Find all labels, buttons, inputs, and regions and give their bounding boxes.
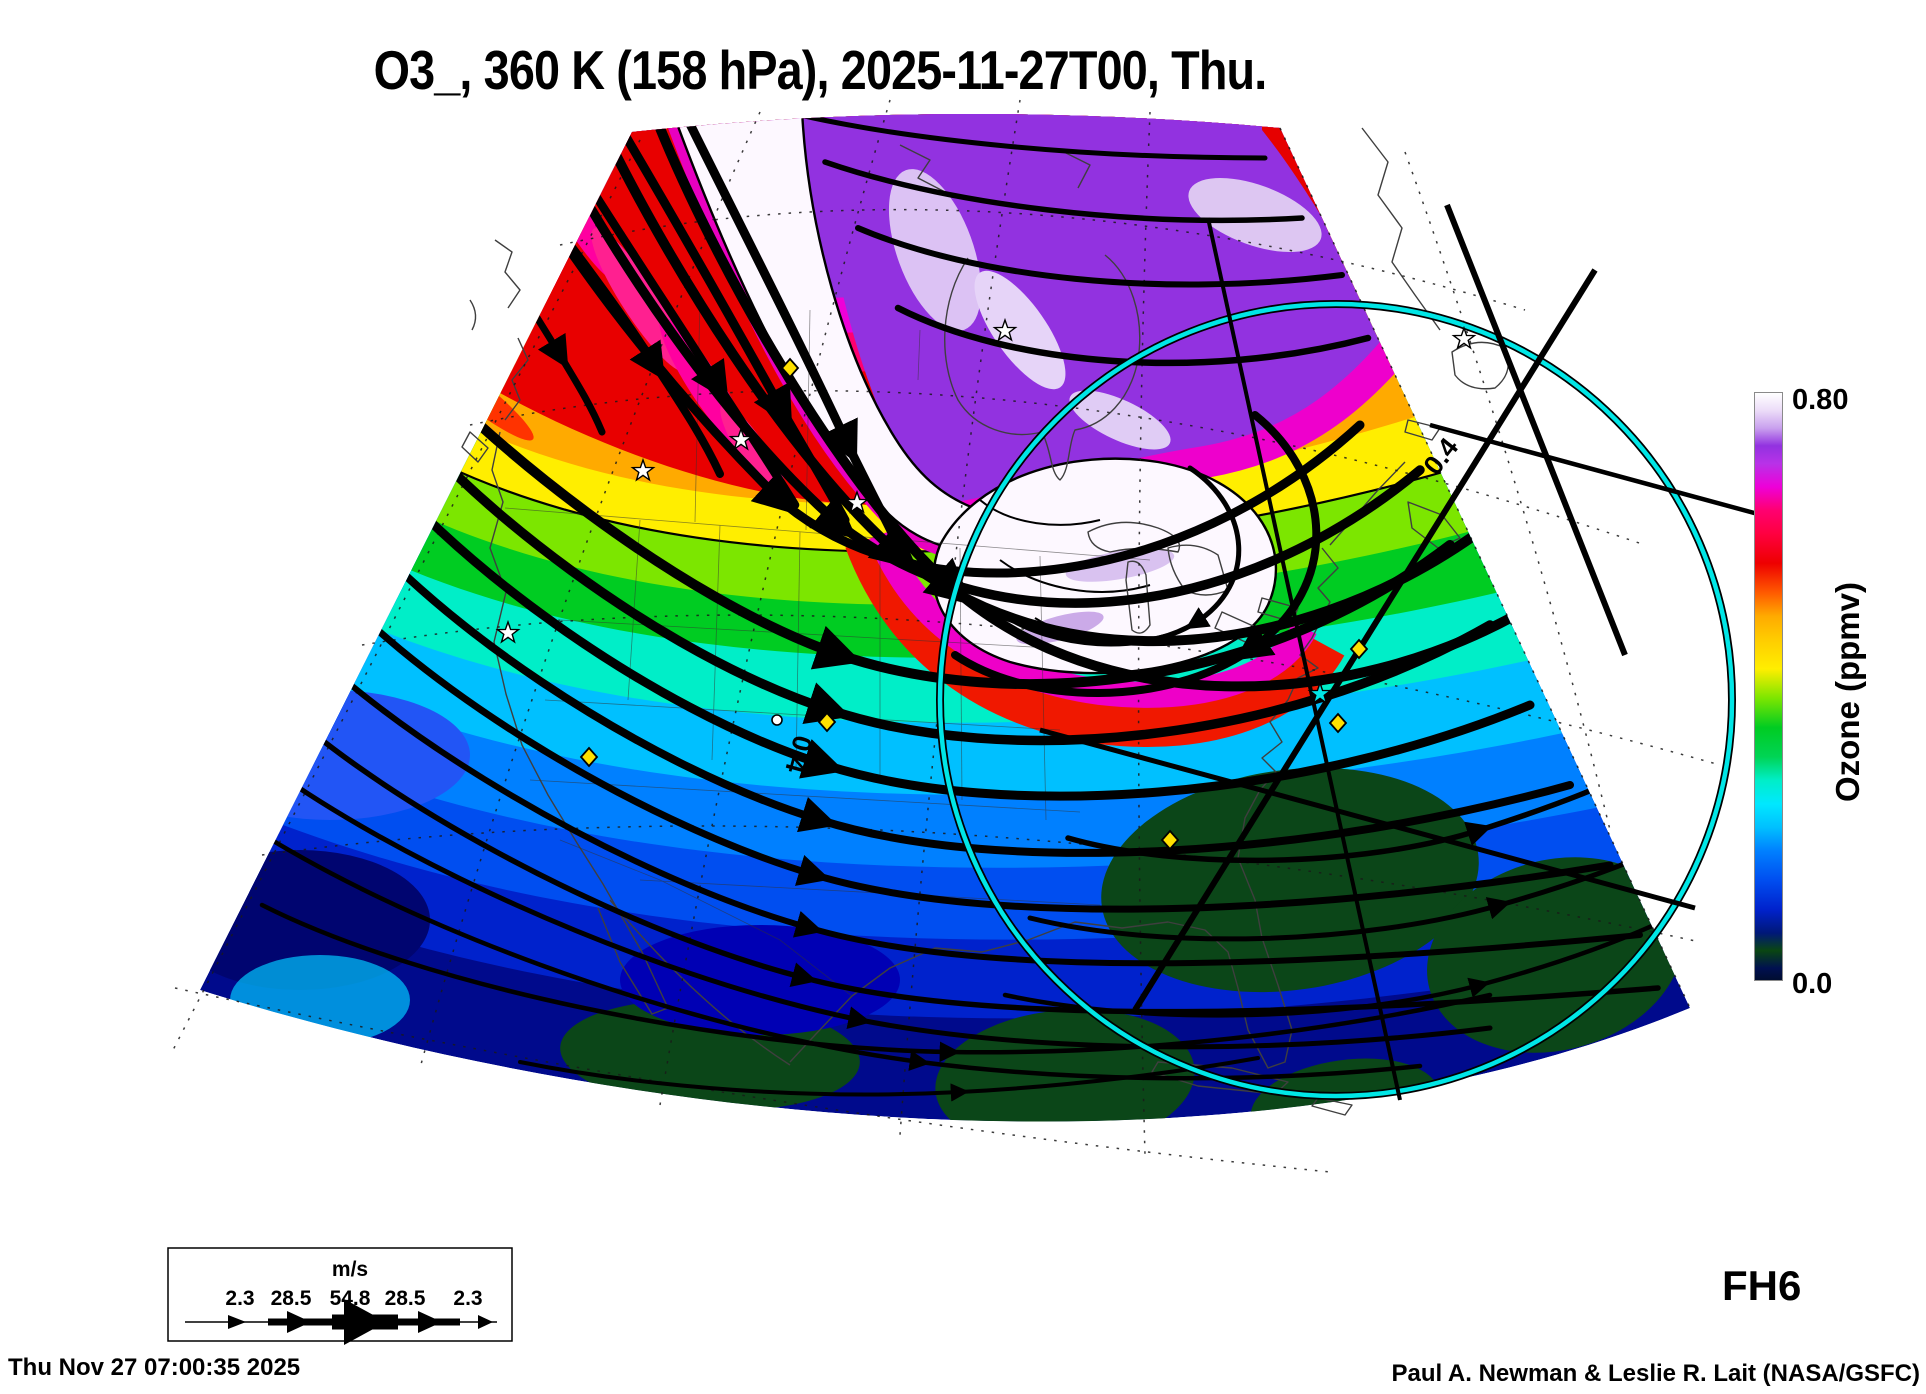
ozone-colorbar: [1754, 392, 1783, 981]
wind-speed-label: 2.3: [453, 1287, 482, 1310]
forecast-hour-label: FH6: [1722, 1262, 1802, 1309]
wind-legend-unit: m/s: [332, 1258, 368, 1281]
colorbar-axis-label: Ozone (ppmv): [1829, 582, 1866, 802]
terminator-circle: [936, 300, 1736, 1100]
colorbar-min-label: 0.0: [1792, 968, 1833, 1000]
wind-speed-label: 28.5: [385, 1287, 426, 1310]
wind-speed-label: 28.5: [271, 1287, 312, 1310]
generation-timestamp: Thu Nov 27 07:00:35 2025: [8, 1354, 301, 1381]
wind-streamlines: [215, 113, 1688, 1102]
credit-text: Paul A. Newman & Leslie R. Lait (NASA/GS…: [1391, 1360, 1920, 1387]
cross-section-line-1: [1206, 217, 1402, 1101]
plot-title: O3_, 360 K (158 hPa), 2025-11-27T00, Thu…: [373, 39, 1268, 101]
station-markers: [496, 319, 1476, 850]
cross-section-line-3: [1444, 203, 1628, 657]
station-circle-marker: [771, 714, 783, 726]
graticule: [171, 99, 1721, 1173]
cross-section-line-4: [1039, 727, 1696, 911]
colorbar-max-label: 0.80: [1792, 384, 1849, 416]
wind-speed-legend: m/s 2.3 28.5 54.8 28.5 2.3: [167, 1247, 513, 1345]
cross-section-line-5: [1429, 422, 1781, 523]
cross-section-lines: [1039, 203, 1781, 1101]
wind-speed-label: 2.3: [225, 1287, 254, 1310]
wind-legend-arrowheads: [228, 1299, 493, 1345]
high-ozone-purple-region: [660, 113, 1430, 520]
wind-speed-label: 54.8: [330, 1287, 371, 1310]
